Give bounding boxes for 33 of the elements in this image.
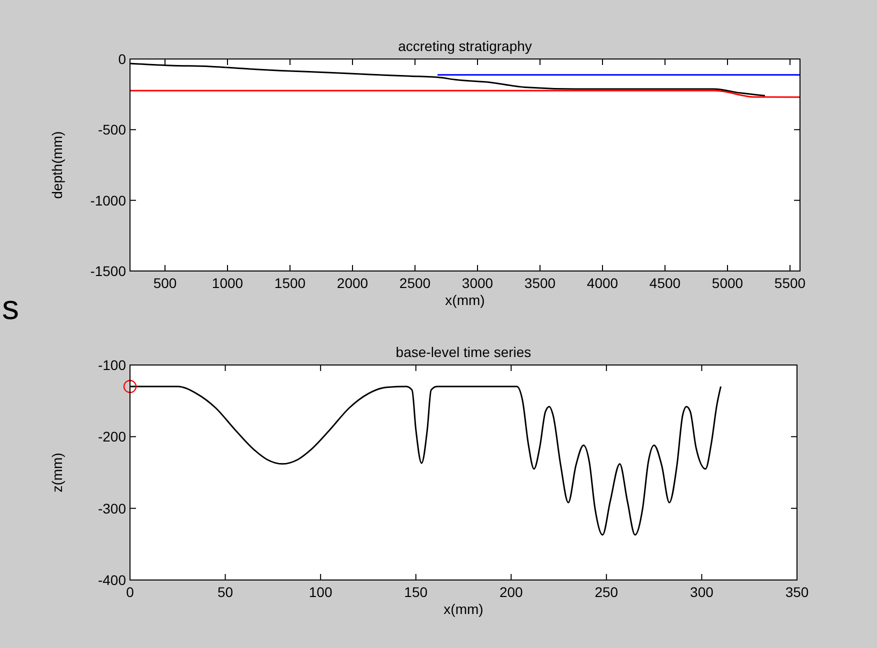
x-axis-title: x(mm) [444,601,484,617]
y-tick-label: -500 [98,122,126,138]
x-tick-label: 150 [404,584,428,600]
x-tick-label: 3500 [524,275,556,291]
chart-title: accreting stratigraphy [398,38,532,54]
x-tick-label: 4500 [649,275,681,291]
text: s [2,289,19,327]
x-axis-title: x(mm) [445,292,485,308]
x-tick-label: 1000 [212,275,244,291]
x-tick-label: 350 [785,584,809,600]
y-tick-label: -200 [98,428,126,445]
x-tick-label: 3000 [462,275,494,291]
x-tick-label: 5000 [712,275,744,291]
x-tick-label: 250 [594,584,618,600]
y-tick-label: -1500 [90,263,126,279]
y-axis-title: depth(mm) [49,131,65,199]
y-tick-label: -300 [98,500,126,516]
x-tick-label: 200 [499,584,524,600]
x-tick-label: 5500 [774,275,806,291]
y-tick-label: -400 [98,572,126,588]
x-tick-label: 4000 [586,275,618,291]
x-tick-label: 2500 [399,275,431,291]
x-tick-label: 1500 [274,275,306,291]
x-tick-label: 100 [308,584,332,600]
y-tick-label: -1000 [90,192,126,208]
x-tick-label: 50 [217,584,234,600]
y-tick-label: -100 [98,357,126,373]
x-tick-label: 300 [690,584,714,600]
x-tick-label: 500 [153,275,177,291]
x-tick-label: 2000 [336,275,368,291]
y-tick-label: 0 [118,51,126,67]
chart-title: base-level time series [396,344,532,360]
y-axis-title: z(mm) [49,452,65,492]
